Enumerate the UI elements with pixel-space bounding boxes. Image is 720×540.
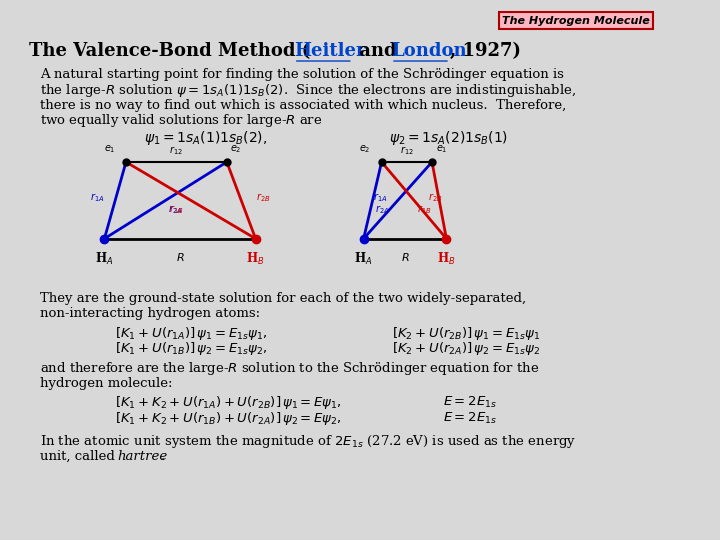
Text: In the atomic unit system the magnitude of $2E_{1s}$ (27.2 eV) is used as the en: In the atomic unit system the magnitude …	[40, 433, 576, 450]
Text: H$_A$: H$_A$	[95, 251, 114, 267]
Text: there is no way to find out which is associated with which nucleus.  Therefore,: there is no way to find out which is ass…	[40, 99, 566, 112]
Text: $[K_1 + K_2 + U(r_{1A}) + U(r_{2B})]\,\psi_1 = E\psi_1,$: $[K_1 + K_2 + U(r_{1A}) + U(r_{2B})]\,\p…	[115, 394, 342, 411]
Text: $r_{1B}$: $r_{1B}$	[169, 204, 184, 217]
Text: $r_{2B}$: $r_{2B}$	[256, 191, 270, 204]
Text: and therefore are the large-$R$ solution to the Schrödinger equation for the: and therefore are the large-$R$ solution…	[40, 360, 539, 377]
Text: The Hydrogen Molecule: The Hydrogen Molecule	[502, 16, 650, 25]
Text: $e_2$: $e_2$	[230, 143, 242, 155]
Text: H$_B$: H$_B$	[437, 251, 456, 267]
Text: $[K_2 + U(r_{2B})]\,\psi_1 = E_{1s}\psi_1$: $[K_2 + U(r_{2B})]\,\psi_1 = E_{1s}\psi_…	[392, 325, 541, 342]
Text: unit, called: unit, called	[40, 450, 119, 463]
Text: $E = 2E_{1s}$: $E = 2E_{1s}$	[443, 395, 497, 410]
Text: $[K_1 + U(r_{1A})]\,\psi_1 = E_{1s}\psi_1,$: $[K_1 + U(r_{1A})]\,\psi_1 = E_{1s}\psi_…	[115, 325, 268, 342]
Text: $R$: $R$	[400, 251, 410, 262]
Text: $r_{1B}$: $r_{1B}$	[418, 204, 432, 217]
Text: $e_1$: $e_1$	[436, 143, 447, 155]
Text: $[K_1 + K_2 + U(r_{1B}) + U(r_{2A})]\,\psi_2 = E\psi_2,$: $[K_1 + K_2 + U(r_{1B}) + U(r_{2A})]\,\p…	[115, 410, 342, 427]
Text: hartree: hartree	[117, 450, 168, 463]
Text: $R$: $R$	[176, 251, 184, 262]
Text: H$_A$: H$_A$	[354, 251, 373, 267]
Text: $[K_2 + U(r_{2A})]\,\psi_2 = E_{1s}\psi_2$: $[K_2 + U(r_{2A})]\,\psi_2 = E_{1s}\psi_…	[392, 340, 541, 357]
Text: hydrogen molecule:: hydrogen molecule:	[40, 377, 172, 390]
Text: The Valence-Bond Method (: The Valence-Bond Method (	[29, 42, 310, 60]
Text: $e_2$: $e_2$	[359, 143, 371, 155]
Text: H$_B$: H$_B$	[246, 251, 265, 267]
Text: $r_{12}$: $r_{12}$	[400, 144, 414, 157]
Text: non-interacting hydrogen atoms:: non-interacting hydrogen atoms:	[40, 307, 260, 320]
Text: A natural starting point for finding the solution of the Schrödinger equation is: A natural starting point for finding the…	[40, 68, 564, 81]
Text: $r_{2A}$: $r_{2A}$	[375, 204, 390, 217]
Text: the large-$R$ solution $\psi = 1s_A(1)1s_B(2)$.  Since the electrons are indisti: the large-$R$ solution $\psi = 1s_A(1)1s…	[40, 82, 575, 99]
Text: $r_{1A}$: $r_{1A}$	[90, 191, 104, 204]
Text: $e_1$: $e_1$	[104, 143, 115, 155]
Text: .: .	[161, 450, 165, 463]
Text: $E = 2E_{1s}$: $E = 2E_{1s}$	[443, 411, 497, 426]
Text: $\psi_1 = 1s_A(1)1s_B(2),$: $\psi_1 = 1s_A(1)1s_B(2),$	[144, 129, 267, 147]
Text: Heitler: Heitler	[294, 42, 365, 60]
Text: and: and	[353, 42, 402, 60]
Text: two equally valid solutions for large-$R$ are: two equally valid solutions for large-$R…	[40, 112, 322, 130]
Text: $\psi_2 = 1s_A(2)1s_B(1)$: $\psi_2 = 1s_A(2)1s_B(1)$	[389, 129, 508, 147]
Text: London: London	[391, 42, 467, 60]
Text: , 1927): , 1927)	[450, 42, 521, 60]
Text: $[K_1 + U(r_{1B})]\,\psi_2 = E_{1s}\psi_2,$: $[K_1 + U(r_{1B})]\,\psi_2 = E_{1s}\psi_…	[115, 340, 268, 357]
Text: They are the ground-state solution for each of the two widely-separated,: They are the ground-state solution for e…	[40, 292, 526, 305]
Text: $r_{2B}$: $r_{2B}$	[428, 191, 443, 204]
Text: $r_{1A}$: $r_{1A}$	[372, 191, 387, 204]
Text: $r_{12}$: $r_{12}$	[169, 144, 184, 157]
Text: $r_{2A}$: $r_{2A}$	[168, 204, 182, 217]
